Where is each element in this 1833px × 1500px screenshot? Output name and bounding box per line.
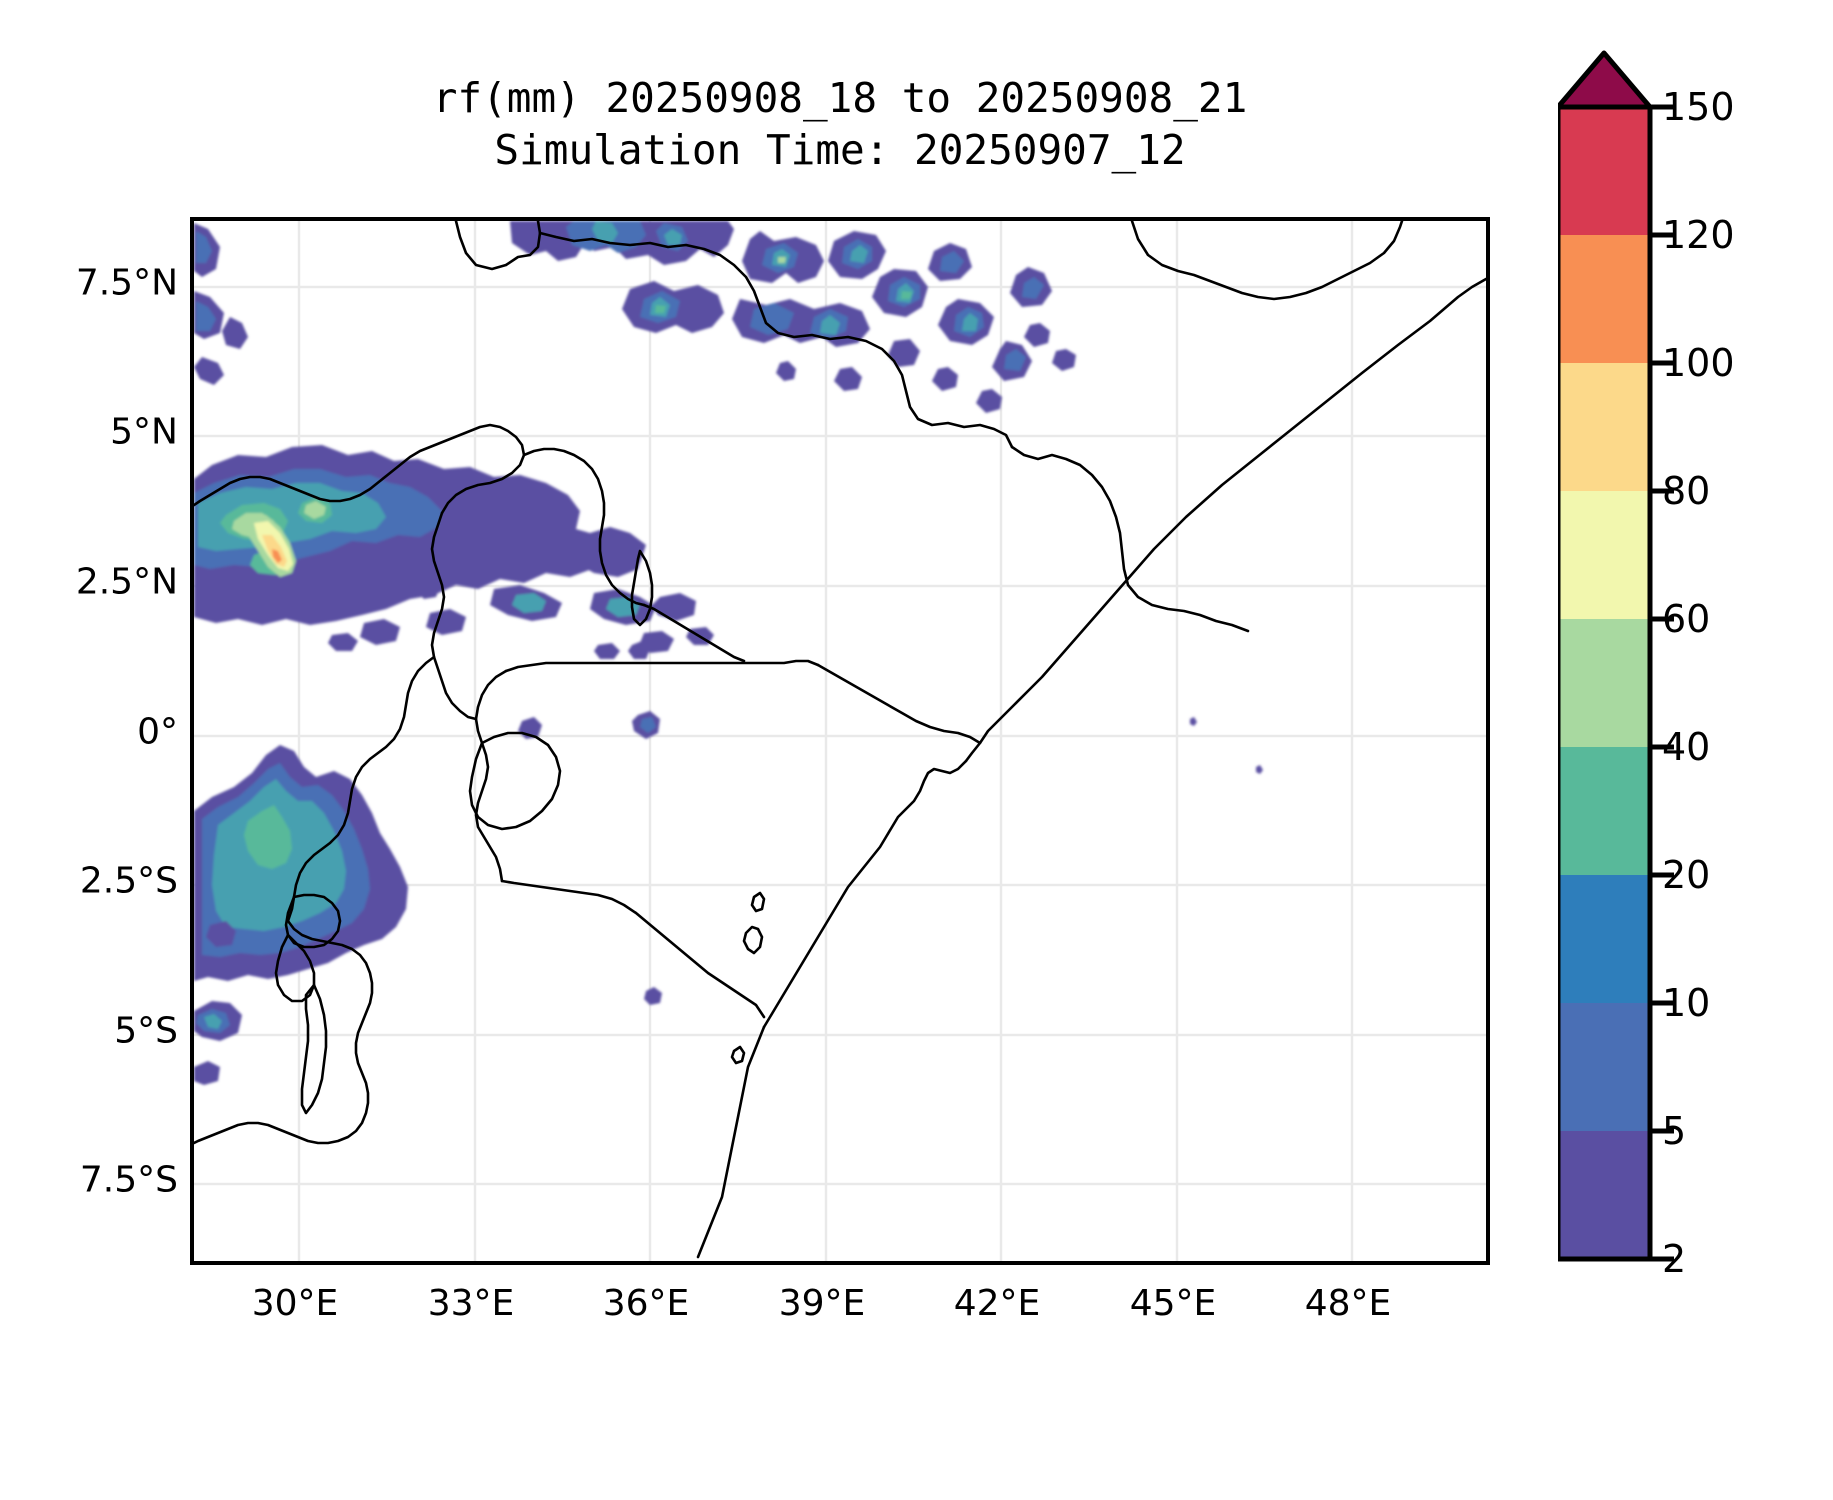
precip-region-equatorial-lake-region [194,745,408,981]
colorbar-label-20: 20 [1662,853,1711,897]
precip-region-northwest-uganda-band [328,535,714,659]
precip-region-isolated-cells [416,579,1263,1005]
xtick-label-4: 42°E [953,1283,1041,1324]
precip-region-western-rift-maximum [194,445,646,625]
precip-region-northwest-edge [194,223,248,385]
ytick-label-2: 2.5°N [75,561,178,603]
precipitation-contours [194,221,1263,1085]
colorbar-label-2: 2 [1662,1237,1687,1281]
title-line-1: rf(mm) 20250908_18 to 20250908_21 [432,74,1248,122]
colorbar-label-100: 100 [1662,341,1735,385]
colorbar-band-20-40 [1558,747,1650,875]
colorbar-label-5: 5 [1662,1109,1687,1153]
ytick-label-3: 0° [137,711,178,753]
map-axes [190,217,1490,1265]
xtick-label-2: 36°E [602,1283,690,1324]
colorbar-band-5-10 [1558,1003,1650,1131]
colorbar-band-80-100 [1558,363,1650,491]
map-gridlines [194,221,1486,1261]
colorbar-band-120-150 [1558,107,1650,235]
colorbar-ticks [1650,104,1674,1262]
xtick-label-0: 30°E [251,1283,339,1324]
ytick-label-6: 7.5°S [79,1159,178,1201]
precip-region-north-ethiopia-convection [510,221,1076,413]
colorbar-label-10: 10 [1662,981,1711,1025]
map-coastlines-and-borders [194,221,1486,1259]
colorbar-label-120: 120 [1662,213,1735,257]
chart-title: rf(mm) 20250908_18 to 20250908_21 Simula… [190,72,1490,176]
colorbar-band-60-80 [1558,491,1650,619]
colorbar-label-80: 80 [1662,469,1711,513]
colorbar-label-60: 60 [1662,597,1711,641]
colorbar-extend-arrow [1558,50,1653,110]
colorbar-band-40-60 [1558,619,1650,747]
ytick-label-0: 7.5°N [75,262,178,304]
ytick-label-4: 2.5°S [79,860,178,902]
title-line-2: Simulation Time: 20250907_12 [494,126,1186,174]
xtick-label-6: 48°E [1304,1283,1392,1324]
colorbar-band-2-5 [1558,1131,1650,1259]
colorbar: 150 120 100 80 60 40 20 10 5 2 [1558,45,1808,1281]
ytick-label-1: 5°N [110,411,178,453]
colorbar-band-100-120 [1558,235,1650,363]
colorbar-label-40: 40 [1662,725,1711,769]
xtick-label-3: 39°E [778,1283,866,1324]
xtick-label-5: 45°E [1129,1283,1217,1324]
colorbar-label-150: 150 [1662,85,1735,129]
xtick-label-1: 33°E [427,1283,515,1324]
precip-region-south-lakes [194,921,242,1085]
colorbar-outline [1558,104,1653,1262]
ytick-label-5: 5°S [114,1010,178,1052]
colorbar-band-10-20 [1558,875,1650,1003]
